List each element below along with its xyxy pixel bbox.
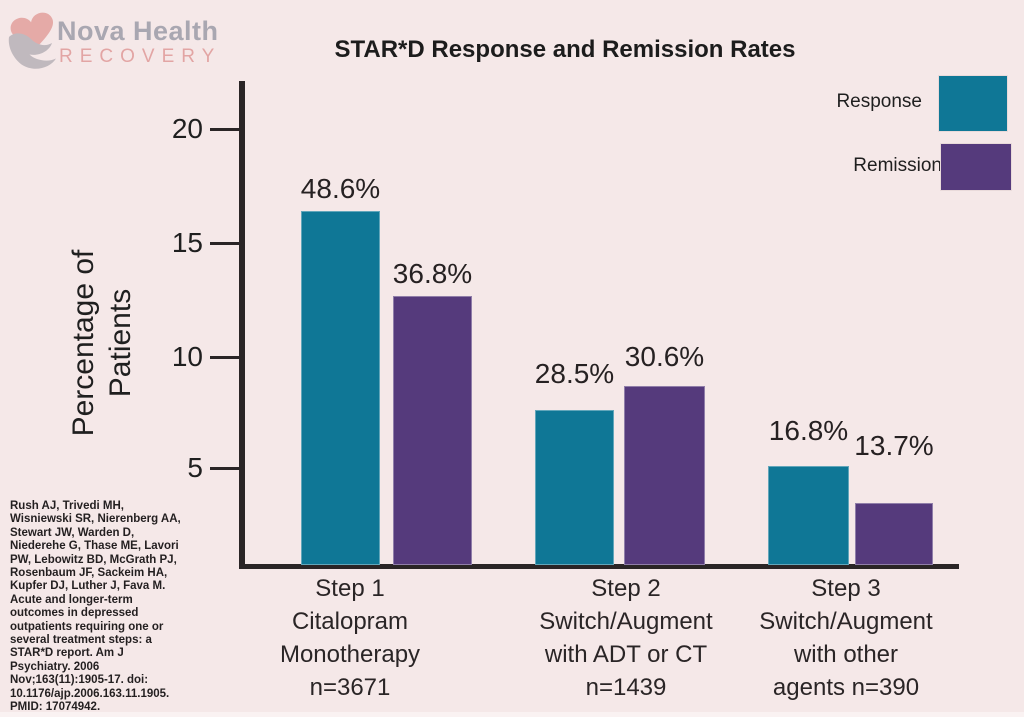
logo-subtitle: RECOVERY bbox=[59, 46, 222, 67]
bar-remission-step2 bbox=[624, 386, 705, 565]
heart-in-hand-icon bbox=[8, 12, 57, 69]
bar-response-step3 bbox=[768, 466, 849, 565]
logo-wordmark: Nova Health bbox=[57, 16, 219, 46]
bar-value-label-response-step1: 48.6% bbox=[300, 173, 381, 204]
bar-remission-step1 bbox=[393, 296, 472, 565]
x-category-label-step3: Step 3 Switch/Augment with other agents … bbox=[759, 575, 933, 701]
y-tick-mark bbox=[210, 128, 242, 131]
y-tick-label: 20 bbox=[171, 113, 203, 144]
x-axis-line bbox=[239, 564, 959, 569]
y-tick-label: 5 bbox=[187, 452, 203, 483]
y-tick-mark bbox=[210, 356, 242, 359]
bar-response-step1 bbox=[301, 211, 380, 565]
bar-value-label-remission-step1: 36.8% bbox=[392, 258, 473, 289]
x-category-label-step1: Step 1 Citalopram Monotherapy n=3671 bbox=[279, 575, 421, 701]
y-tick-mark bbox=[210, 242, 242, 245]
legend-label-remission: Remission bbox=[853, 155, 942, 176]
bottom-edge-strip bbox=[0, 712, 1024, 717]
legend-swatch-remission bbox=[940, 143, 1012, 191]
chart-title: STAR*D Response and Remission Rates bbox=[334, 36, 796, 63]
bar-value-label-response-step3: 16.8% bbox=[768, 415, 849, 446]
y-tick-label: 15 bbox=[171, 227, 203, 258]
bar-value-label-remission-step3: 13.7% bbox=[854, 430, 934, 461]
citation-text: Rush AJ, Trivedi MH, Wisniewski SR, Nier… bbox=[10, 500, 181, 714]
bar-remission-step3 bbox=[855, 503, 933, 565]
x-category-label-step2: Step 2 Switch/Augment with ADT or CT n=1… bbox=[539, 575, 713, 701]
bars-layer: 48.6% 36.8% 28.5% 30.6% 16.8% 13.7% bbox=[300, 173, 934, 565]
y-tick-mark bbox=[210, 467, 242, 470]
y-axis-line bbox=[239, 81, 245, 569]
legend-label-response: Response bbox=[836, 91, 922, 112]
y-tick-label: 10 bbox=[171, 341, 203, 372]
bar-value-label-response-step2: 28.5% bbox=[534, 358, 615, 389]
bar-response-step2 bbox=[535, 410, 614, 565]
bar-value-label-remission-step2: 30.6% bbox=[624, 341, 705, 372]
legend-swatch-response bbox=[938, 75, 1008, 132]
